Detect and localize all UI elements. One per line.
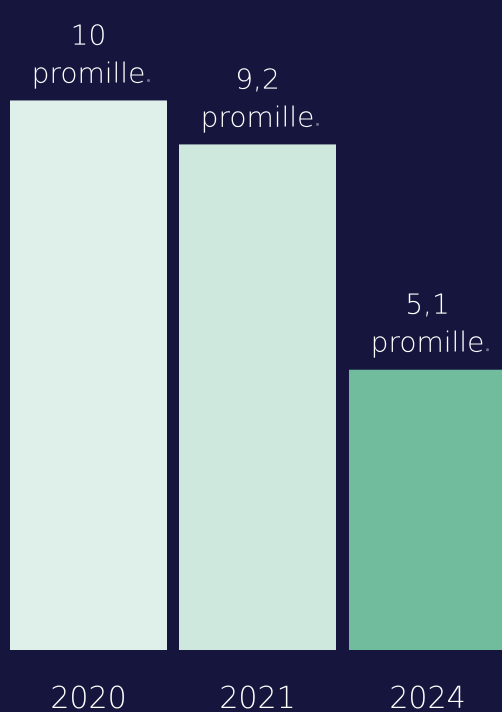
unit-dot	[147, 78, 150, 82]
bar-2024	[349, 369, 502, 650]
labels-group: 10 promille 2020 9,2 promille 2021 5,1 promille…	[32, 18, 489, 712]
value-label-2020: 10	[71, 18, 107, 51]
category-label-2020: 2020	[50, 681, 126, 712]
unit-dot	[486, 348, 489, 352]
category-label-2021: 2021	[219, 681, 295, 712]
bar-2021	[179, 144, 336, 650]
category-label-2024: 2024	[389, 681, 465, 712]
unit-label-2024: promille	[371, 326, 485, 359]
unit-dot	[316, 122, 319, 126]
value-label-2024: 5,1	[405, 288, 450, 321]
bars-group	[10, 100, 502, 651]
unit-label-2021: promille	[201, 100, 315, 133]
value-label-2021: 9,2	[235, 62, 280, 95]
bar-2020	[10, 100, 167, 651]
unit-label-2020: promille	[32, 56, 146, 89]
